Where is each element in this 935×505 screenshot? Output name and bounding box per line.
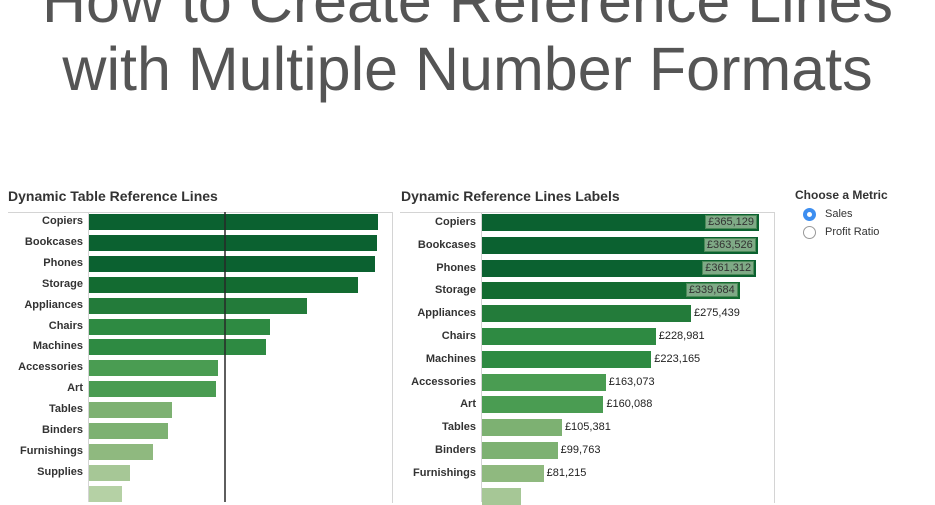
left-chart-title: Dynamic Table Reference Lines <box>8 188 218 204</box>
bar <box>89 318 271 335</box>
bar <box>482 259 757 277</box>
radio-sales-label[interactable]: Sales <box>825 208 853 220</box>
value-label: £163,073 <box>608 375 655 388</box>
bar <box>89 255 375 272</box>
bar <box>89 297 307 314</box>
bar <box>89 360 219 377</box>
category-label: Binders <box>42 424 83 436</box>
category-label: Accessories <box>411 375 476 388</box>
bar <box>89 276 358 293</box>
category-label: Chairs <box>48 319 83 332</box>
value-label: £361,312 <box>702 260 755 275</box>
category-label: Bookcases <box>24 235 83 248</box>
category-label: Appliances <box>24 298 83 311</box>
value-label: £160,088 <box>606 398 653 411</box>
value-label: £105,381 <box>564 421 611 434</box>
page-title-line1: How to Create Reference Lines <box>41 0 894 35</box>
left-axis <box>88 212 89 502</box>
right-chart-pane <box>400 212 775 503</box>
bar <box>482 282 740 300</box>
value-label: £363,526 <box>703 237 756 252</box>
radio-profit-ratio[interactable] <box>803 226 816 239</box>
bar <box>482 328 656 345</box>
value-label: £228,981 <box>658 330 705 342</box>
category-label: Appliances <box>417 307 476 320</box>
category-label: Phones <box>436 261 476 274</box>
bar <box>482 305 691 323</box>
value-label: £275,439 <box>693 307 740 320</box>
right-chart-title: Dynamic Reference Lines Labels <box>401 188 620 204</box>
category-label: Copiers <box>435 216 476 228</box>
bar <box>482 214 759 231</box>
bar <box>89 402 173 419</box>
bar <box>482 442 558 459</box>
bar <box>89 214 378 230</box>
value-label: £99,763 <box>560 444 601 456</box>
reference-line <box>224 212 227 502</box>
metric-title: Choose a Metric <box>795 188 888 202</box>
bar <box>89 443 154 460</box>
bar <box>482 236 758 254</box>
category-label: Art <box>67 382 83 395</box>
category-label: Accessories <box>18 361 83 374</box>
bar <box>482 464 544 482</box>
bar <box>482 419 562 437</box>
bar <box>482 396 604 414</box>
category-label: Storage <box>42 277 83 290</box>
category-label: Machines <box>425 352 476 365</box>
bar <box>89 381 216 398</box>
page-title-line2: with Multiple Number Formats <box>62 35 873 103</box>
radio-profit-ratio-label[interactable]: Profit Ratio <box>825 226 880 238</box>
right-axis <box>481 212 482 502</box>
category-label: Machines <box>32 340 83 353</box>
bar <box>89 485 123 502</box>
bar <box>89 339 266 356</box>
category-label: Art <box>460 398 476 411</box>
bar <box>89 464 131 481</box>
radio-sales[interactable] <box>803 208 816 221</box>
category-label: Binders <box>435 444 476 456</box>
category-label: Phones <box>43 256 83 269</box>
category-label: Copiers <box>42 215 83 227</box>
category-label: Chairs <box>441 330 476 342</box>
category-label: Supplies <box>37 465 83 478</box>
category-label: Furnishings <box>20 444 83 457</box>
value-label: £223,165 <box>654 352 701 365</box>
bar <box>89 234 377 251</box>
value-label: £365,129 <box>705 215 757 229</box>
bar <box>482 350 652 368</box>
value-label: £81,215 <box>546 466 587 479</box>
category-label: Tables <box>441 421 476 434</box>
value-label: £339,684 <box>685 283 738 298</box>
left-chart-pane <box>8 212 393 503</box>
category-label: Storage <box>435 284 476 297</box>
category-label: Bookcases <box>417 238 476 251</box>
category-label: Furnishings <box>413 466 476 479</box>
bar <box>482 487 522 505</box>
category-label: Tables <box>48 403 83 416</box>
bar <box>482 373 606 391</box>
bar <box>89 423 168 439</box>
